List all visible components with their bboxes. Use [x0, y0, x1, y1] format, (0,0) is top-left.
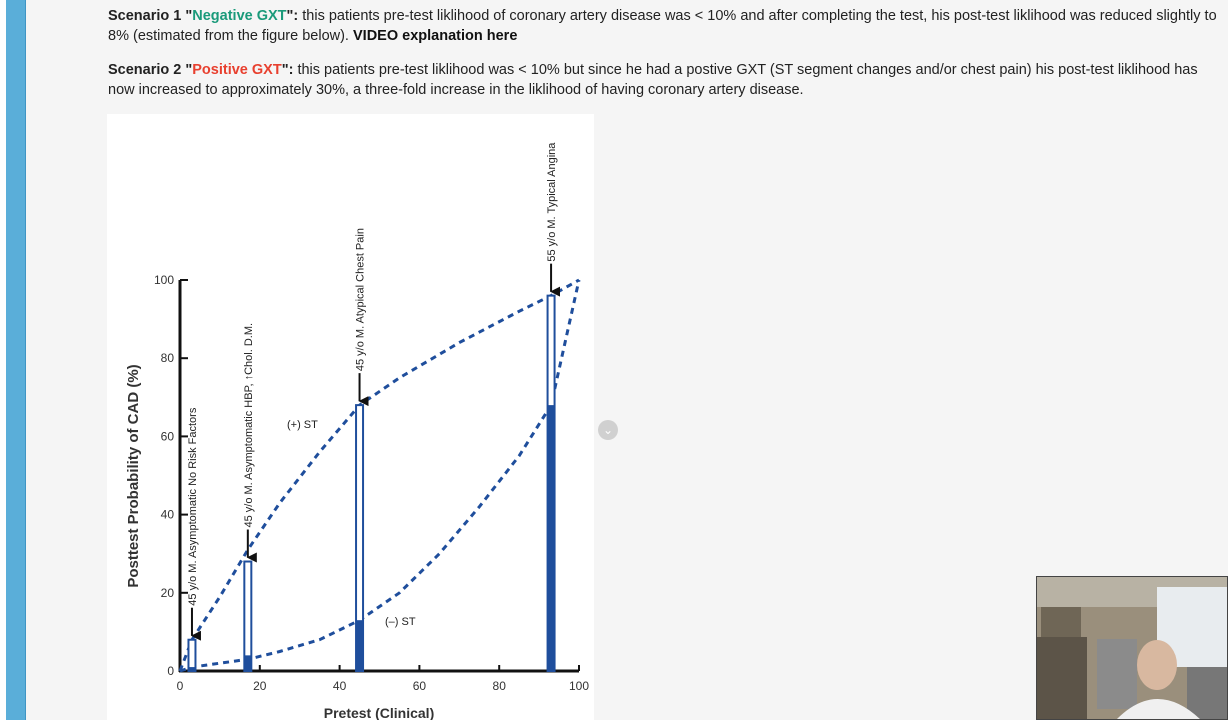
positive-gxt-highlight: Positive GXT — [192, 62, 282, 78]
positive-st-label: (+) ST — [287, 419, 318, 431]
scenario-1-text: this patients pre-test liklihood of coro… — [108, 8, 1217, 44]
negative-st-label: (–) ST — [385, 616, 416, 628]
patient-label: 45 y/o M. Asymptomatic HBP, ↑Chol. D.M. — [243, 323, 255, 528]
patient-label: 45 y/o M. Atypical Chest Pain — [355, 228, 367, 371]
positive-st-curve — [178, 278, 580, 672]
y-axis-label: Posttest Probability of CAD (%) — [125, 364, 142, 587]
patient-label: 45 y/o M. Asymptomatic No Risk Factors — [187, 407, 199, 606]
scenario-1-paragraph: Scenario 1 "Negative GXT": this patients… — [108, 6, 1228, 46]
cad-probability-figure: 0 20 40 60 80 100 0 20 40 60 80 100 45 y/o M. Asymp… — [107, 114, 594, 720]
presenter-video — [1037, 577, 1227, 719]
negative-st-curve — [179, 279, 581, 673]
scenario-2-label: Scenario 2 " — [108, 62, 193, 78]
positive-bar-outline — [243, 560, 253, 672]
y-tick-label: 80 — [161, 351, 175, 365]
scenario-1-label-end: ": — [286, 8, 299, 24]
scenario-2-paragraph: Scenario 2 "Positive GXT": this patients… — [108, 60, 1228, 100]
x-tick-label: 60 — [413, 679, 427, 693]
x-axis-label: Pretest (Clinical) — [324, 705, 434, 720]
webcam-overlay — [1036, 576, 1228, 720]
negative-gxt-highlight: Negative GXT — [192, 8, 287, 24]
patient-label: 55 y/o M. Typical Angina — [546, 142, 558, 262]
x-tick-label: 0 — [177, 679, 184, 693]
negative-bar-fill — [244, 655, 252, 671]
scenario-1-label: Scenario 1 " — [108, 8, 193, 24]
left-sidebar-bar — [6, 0, 26, 720]
chevron-down-icon[interactable]: ⌄ — [598, 420, 618, 440]
y-tick-label: 40 — [161, 508, 175, 522]
cad-chart: 0 20 40 60 80 100 0 20 40 60 80 100 45 y/o M. Asymp… — [125, 142, 589, 720]
positive-bar-outline — [187, 638, 197, 672]
negative-bar-fill — [188, 667, 196, 671]
scenario-2-label-end: ": — [281, 62, 294, 78]
y-tick-label: 20 — [161, 586, 175, 600]
scenario-2-text: this patients pre-test liklihood was < 1… — [108, 62, 1198, 98]
video-explanation-link[interactable]: VIDEO explanation here — [353, 28, 518, 44]
x-tick-label: 20 — [253, 679, 267, 693]
x-tick-label: 40 — [333, 679, 347, 693]
y-tick-label: 0 — [167, 664, 174, 678]
article-content: Scenario 1 "Negative GXT": this patients… — [108, 6, 1228, 114]
negative-bar-fill — [547, 405, 555, 671]
y-tick-label: 60 — [161, 429, 175, 443]
left-margin — [0, 0, 6, 720]
x-tick-label: 80 — [493, 679, 507, 693]
y-tick-label: 100 — [154, 273, 174, 287]
x-tick-label: 100 — [569, 679, 589, 693]
negative-bar-fill — [356, 620, 364, 671]
